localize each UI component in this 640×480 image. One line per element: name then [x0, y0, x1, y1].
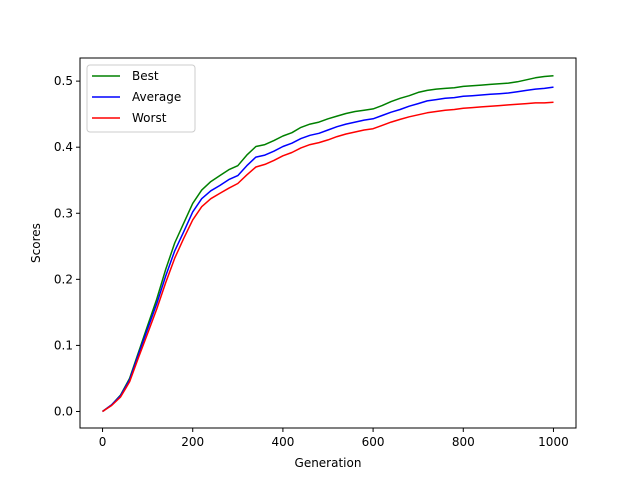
x-tick-label: 800: [452, 435, 475, 449]
x-tick-label: 400: [271, 435, 294, 449]
y-tick-label: 0.1: [54, 338, 73, 352]
x-tick-label: 1000: [538, 435, 569, 449]
y-tick-label: 0.5: [54, 74, 73, 88]
series-line-average: [102, 86, 554, 413]
plot-frame: [79, 57, 577, 429]
series-layer: [102, 75, 554, 413]
y-tick-label: 0.2: [54, 272, 73, 286]
legend-label-worst: Worst: [132, 111, 167, 125]
series-line-worst: [102, 101, 554, 413]
legend-label-average: Average: [132, 90, 181, 104]
y-tick-label: 0.4: [54, 140, 73, 154]
x-tick-label: 0: [99, 435, 107, 449]
series-line-best: [102, 75, 554, 413]
x-tick-label: 200: [181, 435, 204, 449]
legend: Best Average Worst: [86, 64, 196, 133]
y-axis-ticks: 0.0 0.1 0.2 0.3 0.4 0.5: [54, 74, 80, 418]
x-tick-label: 600: [362, 435, 385, 449]
legend-label-best: Best: [132, 69, 159, 83]
x-axis-ticks: 0 200 400 600 800 1000: [99, 428, 569, 449]
y-axis-label: Scores: [29, 223, 43, 263]
x-axis-label: Generation: [295, 456, 362, 470]
y-tick-label: 0.3: [54, 206, 73, 220]
legend-box: [86, 64, 196, 133]
y-tick-label: 0.0: [54, 404, 73, 418]
